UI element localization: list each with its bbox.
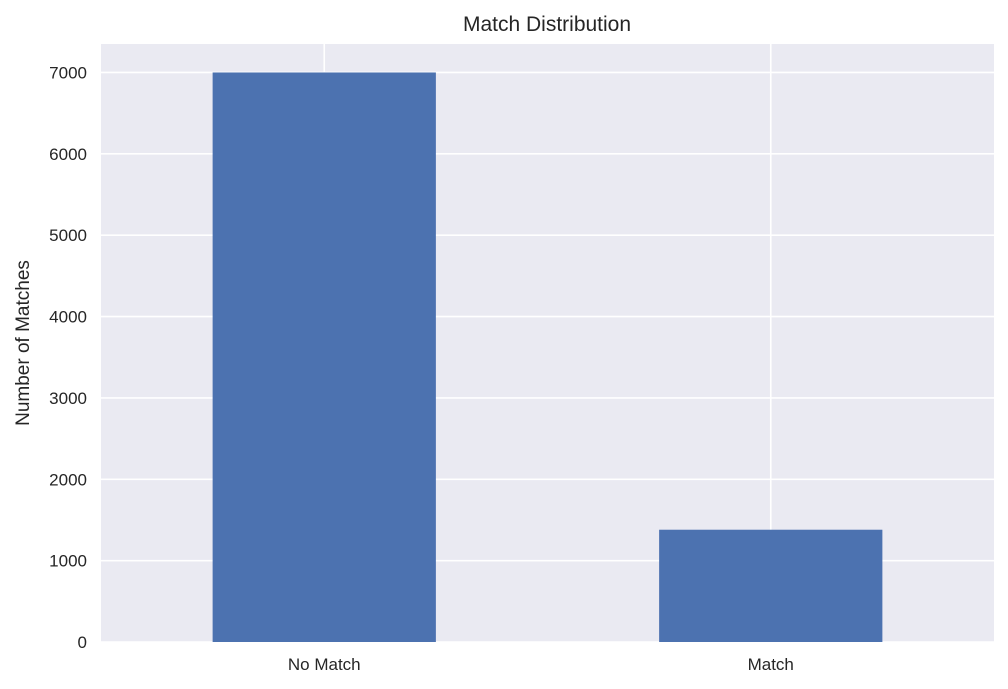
y-tick-label: 7000 <box>49 63 87 82</box>
y-tick-label: 6000 <box>49 145 87 164</box>
bar-match <box>659 529 883 642</box>
y-tick-label: 1000 <box>49 552 87 571</box>
y-tick-label: 4000 <box>49 308 87 327</box>
chart-title: Match Distribution <box>463 13 631 36</box>
x-tick-label: Match <box>748 655 794 674</box>
y-axis-label: Number of Matches <box>13 260 34 426</box>
bars <box>212 72 883 642</box>
y-tick-label: 3000 <box>49 389 87 408</box>
y-tick-label: 5000 <box>49 226 87 245</box>
bar-no-match <box>212 72 436 642</box>
x-tick-label: No Match <box>288 655 361 674</box>
y-tick-label: 2000 <box>49 470 87 489</box>
y-axis-ticks: 0 1000 2000 3000 4000 5000 6000 7000 <box>49 63 87 652</box>
y-tick-label: 0 <box>78 633 87 652</box>
x-axis-ticks: No Match Match <box>288 655 794 674</box>
